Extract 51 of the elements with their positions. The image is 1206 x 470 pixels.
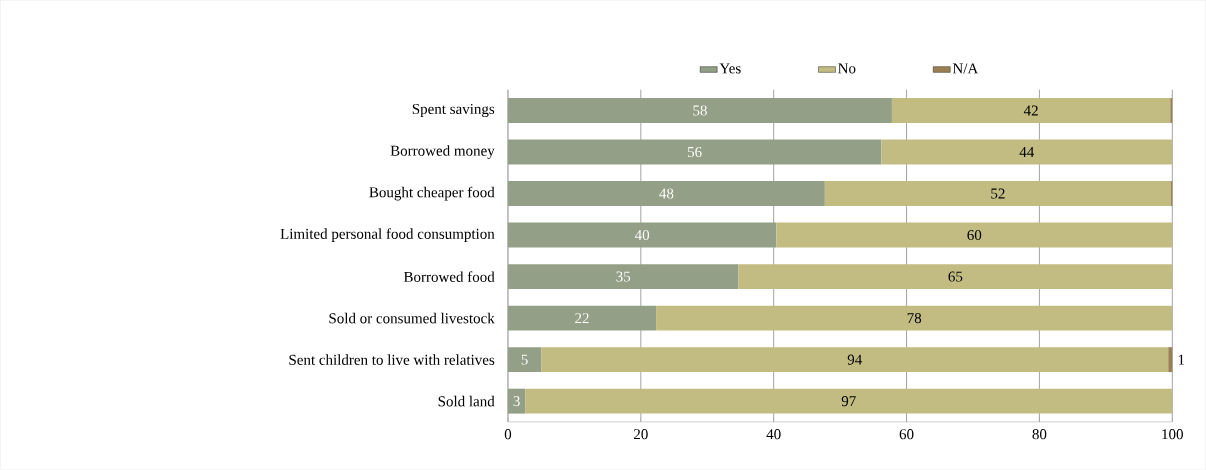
data-label: 42 <box>1023 105 1038 116</box>
data-label: 94 <box>847 354 862 365</box>
bar <box>507 181 825 207</box>
bar <box>738 264 1173 290</box>
y-tick-label: Borrowed money <box>390 145 495 160</box>
data-label: 78 <box>907 313 922 324</box>
legend-label: No <box>838 63 856 74</box>
bar <box>776 222 1173 248</box>
bar <box>824 181 1171 207</box>
data-label: 22 <box>575 313 589 324</box>
x-tick-label: 40 <box>766 429 781 440</box>
bar <box>507 347 542 373</box>
y-tick-label: Spent savings <box>412 104 495 118</box>
bar <box>507 98 892 124</box>
bar <box>525 388 1173 414</box>
data-label: 58 <box>693 105 707 116</box>
bar <box>507 305 657 331</box>
x-tick-label: 0 <box>504 429 512 440</box>
data-label: 56 <box>688 147 702 158</box>
data-label: 65 <box>948 271 963 282</box>
data-label: 52 <box>991 188 1005 199</box>
y-tick-label: Sold or consumed livestock <box>329 313 495 324</box>
data-label: 3 <box>513 396 520 407</box>
bar <box>891 98 1171 124</box>
data-label: 97 <box>841 396 856 407</box>
y-tick-label: Limited personal food consumption <box>280 228 495 243</box>
x-tick-label: 60 <box>899 429 914 440</box>
data-label: 1 <box>1178 354 1185 365</box>
data-label: 35 <box>616 271 631 282</box>
x-tick-label: 20 <box>633 429 648 440</box>
bar <box>656 305 1173 331</box>
x-tick-label: 80 <box>1032 429 1047 440</box>
data-label: 40 <box>634 230 650 241</box>
bar <box>541 347 1169 373</box>
bar <box>507 222 777 248</box>
bar <box>507 139 882 165</box>
data-label: 5 <box>521 354 528 365</box>
data-label: 60 <box>967 230 982 241</box>
y-tick-label: Bought cheaper food <box>369 186 495 201</box>
bar <box>881 139 1173 165</box>
data-label: 48 <box>659 188 674 199</box>
x-tick-label: 100 <box>1162 429 1183 440</box>
y-tick-label: Sold land <box>438 396 495 407</box>
data-label: 44 <box>1019 147 1035 158</box>
legend-label: N/A <box>952 63 979 74</box>
bar <box>1168 347 1173 373</box>
bar <box>507 264 739 290</box>
bar <box>507 388 526 414</box>
legend-label: Yes <box>719 63 741 74</box>
y-tick-label: Sent children to live with relatives <box>289 354 495 366</box>
y-tick-label: Borrowed food <box>403 271 495 283</box>
